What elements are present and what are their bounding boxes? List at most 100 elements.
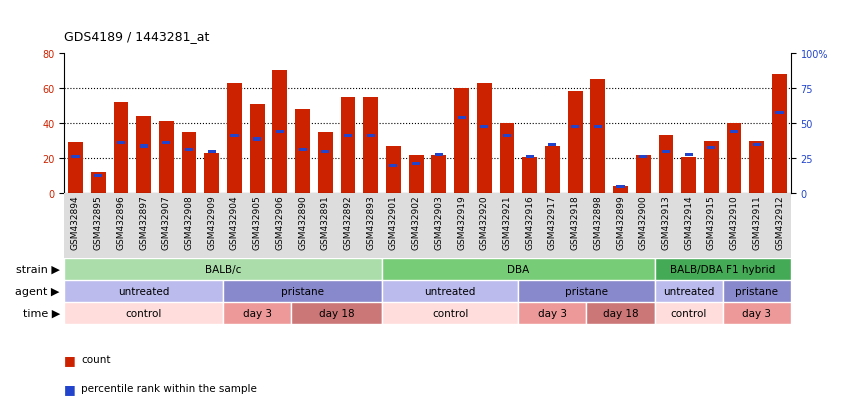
Bar [435, 154, 443, 157]
Text: GSM432898: GSM432898 [593, 195, 602, 250]
Text: GSM432905: GSM432905 [253, 195, 262, 250]
Bar [707, 147, 716, 150]
Text: day 3: day 3 [742, 308, 771, 318]
Bar [250, 104, 264, 194]
Text: GSM432901: GSM432901 [389, 195, 398, 250]
Bar [752, 143, 761, 147]
Bar [681, 157, 696, 194]
Text: pristane: pristane [565, 286, 608, 296]
Text: day 18: day 18 [319, 308, 355, 318]
Text: control: control [126, 308, 162, 318]
Bar [727, 124, 741, 194]
Text: GSM432914: GSM432914 [684, 195, 693, 250]
Bar [477, 83, 492, 194]
Bar [204, 154, 219, 194]
Bar [91, 173, 105, 194]
Bar [593, 126, 602, 129]
Bar [185, 149, 193, 152]
Text: GSM432897: GSM432897 [139, 195, 148, 250]
Bar [518, 280, 655, 302]
Text: GSM432917: GSM432917 [548, 195, 557, 250]
Bar [389, 164, 398, 168]
Bar [363, 97, 378, 194]
Bar [382, 280, 518, 302]
Bar [340, 97, 356, 194]
Bar [382, 302, 518, 324]
Bar [117, 142, 125, 145]
Bar [685, 154, 693, 157]
Bar [276, 131, 284, 134]
Bar [64, 280, 223, 302]
Text: day 18: day 18 [603, 308, 639, 318]
Bar [662, 150, 670, 154]
Bar [658, 136, 674, 194]
Text: untreated: untreated [118, 286, 169, 296]
Bar [568, 92, 582, 194]
Bar [230, 135, 239, 138]
Bar [499, 124, 515, 194]
Text: GSM432895: GSM432895 [94, 195, 103, 250]
Text: GSM432904: GSM432904 [230, 195, 239, 250]
Text: GSM432899: GSM432899 [616, 195, 625, 250]
Text: agent ▶: agent ▶ [15, 286, 60, 296]
Bar [636, 155, 651, 194]
Bar [454, 89, 469, 194]
Text: percentile rank within the sample: percentile rank within the sample [81, 383, 257, 393]
Bar [545, 147, 560, 194]
Text: untreated: untreated [425, 286, 476, 296]
Bar [139, 145, 148, 148]
Text: pristane: pristane [281, 286, 324, 296]
Bar [295, 110, 310, 194]
Text: day 3: day 3 [538, 308, 567, 318]
Bar [655, 302, 722, 324]
Text: ■: ■ [64, 353, 76, 366]
Bar [292, 302, 382, 324]
Text: DBA: DBA [507, 264, 529, 274]
Bar [457, 117, 466, 120]
Text: BALB/c: BALB/c [205, 264, 241, 274]
Bar [114, 103, 128, 194]
Text: GSM432911: GSM432911 [752, 195, 761, 250]
Bar [730, 131, 738, 134]
Bar [321, 150, 329, 154]
Text: GSM432891: GSM432891 [321, 195, 330, 250]
Text: GSM432890: GSM432890 [298, 195, 307, 250]
Text: time ▶: time ▶ [22, 308, 60, 318]
Bar [481, 126, 488, 129]
Text: control: control [432, 308, 469, 318]
Text: GSM432921: GSM432921 [503, 195, 511, 250]
Text: BALB/DBA F1 hybrid: BALB/DBA F1 hybrid [670, 264, 775, 274]
Bar [655, 258, 791, 280]
Text: GSM432913: GSM432913 [662, 195, 670, 250]
Bar [386, 147, 401, 194]
Text: count: count [81, 354, 111, 364]
Bar [68, 143, 83, 194]
Bar [722, 280, 791, 302]
Bar [587, 302, 655, 324]
Bar [616, 185, 625, 188]
Bar [526, 156, 534, 159]
Text: GSM432910: GSM432910 [729, 195, 739, 250]
Text: GSM432920: GSM432920 [480, 195, 489, 250]
Bar [704, 141, 719, 194]
Bar [253, 138, 262, 141]
Text: GSM432912: GSM432912 [775, 195, 784, 250]
Text: GSM432919: GSM432919 [457, 195, 466, 250]
Bar [409, 155, 423, 194]
Bar [72, 156, 80, 159]
Text: day 3: day 3 [243, 308, 272, 318]
Bar [136, 117, 151, 194]
Bar [64, 302, 223, 324]
Bar [227, 83, 242, 194]
Text: GSM432907: GSM432907 [162, 195, 171, 250]
Text: GSM432900: GSM432900 [639, 195, 648, 250]
Text: GSM432918: GSM432918 [570, 195, 580, 250]
Bar [518, 302, 587, 324]
Text: ■: ■ [64, 382, 76, 395]
Bar [613, 187, 628, 194]
Bar [571, 126, 579, 129]
Bar [655, 280, 722, 302]
Bar [722, 302, 791, 324]
Text: pristane: pristane [735, 286, 778, 296]
Text: GDS4189 / 1443281_at: GDS4189 / 1443281_at [64, 31, 209, 43]
